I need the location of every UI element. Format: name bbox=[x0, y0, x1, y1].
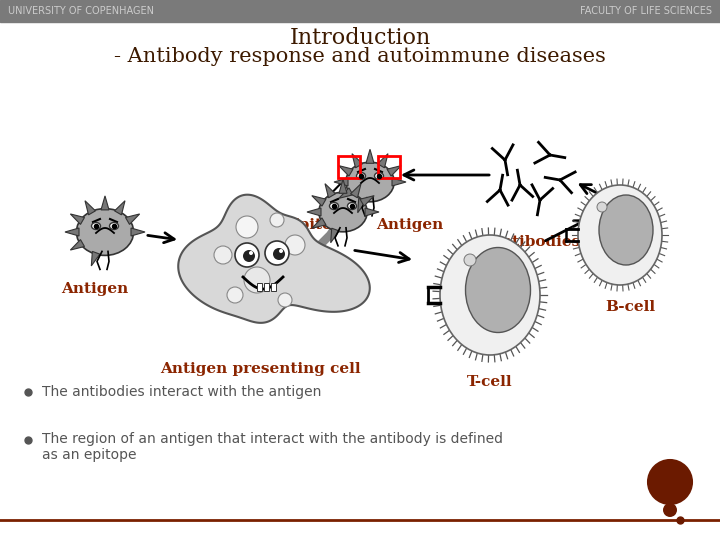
Ellipse shape bbox=[76, 208, 134, 255]
Text: Antigen: Antigen bbox=[61, 282, 129, 296]
Polygon shape bbox=[366, 149, 374, 163]
Polygon shape bbox=[101, 196, 109, 210]
Ellipse shape bbox=[578, 185, 662, 285]
Circle shape bbox=[285, 235, 305, 255]
Bar bbox=[378, 156, 400, 178]
Text: Epitope: Epitope bbox=[287, 218, 353, 232]
Ellipse shape bbox=[356, 172, 366, 179]
Circle shape bbox=[236, 216, 258, 238]
Ellipse shape bbox=[348, 202, 356, 210]
Text: The antibodies interact with the antigen: The antibodies interact with the antigen bbox=[42, 385, 321, 399]
Polygon shape bbox=[339, 188, 353, 198]
Bar bbox=[0, 0, 720, 22]
Polygon shape bbox=[125, 214, 140, 225]
Ellipse shape bbox=[319, 192, 367, 232]
Text: B-cell: B-cell bbox=[605, 300, 655, 314]
Circle shape bbox=[265, 241, 289, 265]
Polygon shape bbox=[352, 154, 362, 168]
Polygon shape bbox=[131, 228, 145, 236]
Ellipse shape bbox=[91, 222, 101, 230]
Polygon shape bbox=[339, 179, 347, 193]
Bar bbox=[338, 156, 360, 178]
Polygon shape bbox=[114, 201, 125, 215]
Bar bbox=[264, 283, 269, 291]
Circle shape bbox=[227, 287, 243, 303]
Polygon shape bbox=[365, 208, 379, 216]
Text: - Antibody response and autoimmune diseases: - Antibody response and autoimmune disea… bbox=[114, 46, 606, 65]
Polygon shape bbox=[339, 166, 353, 176]
Ellipse shape bbox=[330, 202, 338, 210]
Circle shape bbox=[278, 293, 292, 307]
Bar bbox=[271, 283, 276, 291]
Circle shape bbox=[663, 503, 677, 517]
Circle shape bbox=[279, 249, 283, 253]
Text: Antigen presenting cell: Antigen presenting cell bbox=[160, 362, 360, 376]
Circle shape bbox=[273, 248, 285, 260]
Circle shape bbox=[244, 267, 270, 293]
Polygon shape bbox=[85, 201, 96, 215]
Ellipse shape bbox=[440, 235, 540, 355]
Polygon shape bbox=[179, 195, 370, 323]
Bar bbox=[257, 283, 262, 291]
Text: FACULTY OF LIFE SCIENCES: FACULTY OF LIFE SCIENCES bbox=[580, 6, 712, 16]
Circle shape bbox=[597, 202, 607, 212]
Polygon shape bbox=[360, 195, 374, 206]
Polygon shape bbox=[65, 228, 79, 236]
Polygon shape bbox=[377, 154, 388, 168]
Polygon shape bbox=[334, 178, 348, 186]
Polygon shape bbox=[325, 184, 336, 198]
Polygon shape bbox=[387, 166, 401, 176]
Polygon shape bbox=[307, 208, 321, 216]
Polygon shape bbox=[71, 214, 84, 225]
Ellipse shape bbox=[374, 172, 384, 179]
Circle shape bbox=[270, 213, 284, 227]
Polygon shape bbox=[351, 184, 361, 198]
Polygon shape bbox=[91, 252, 100, 266]
Polygon shape bbox=[330, 228, 339, 242]
Circle shape bbox=[214, 246, 232, 264]
Circle shape bbox=[249, 251, 253, 255]
Text: T-cell: T-cell bbox=[467, 375, 513, 389]
Polygon shape bbox=[392, 178, 406, 186]
Ellipse shape bbox=[599, 195, 653, 265]
Polygon shape bbox=[312, 218, 326, 228]
Text: Antigen: Antigen bbox=[377, 218, 444, 232]
Text: The region of an antigen that interact with the antibody is defined
as an epitop: The region of an antigen that interact w… bbox=[42, 432, 503, 462]
Text: Antibodies: Antibodies bbox=[490, 235, 580, 249]
Ellipse shape bbox=[466, 247, 531, 333]
Circle shape bbox=[235, 243, 259, 267]
Ellipse shape bbox=[346, 162, 395, 202]
Text: UNIVERSITY OF COPENHAGEN: UNIVERSITY OF COPENHAGEN bbox=[8, 6, 154, 16]
Polygon shape bbox=[71, 240, 84, 250]
Ellipse shape bbox=[109, 222, 119, 230]
Circle shape bbox=[464, 254, 476, 266]
Polygon shape bbox=[358, 198, 366, 213]
Text: Introduction: Introduction bbox=[289, 27, 431, 49]
Circle shape bbox=[648, 460, 692, 504]
Polygon shape bbox=[312, 195, 326, 206]
Circle shape bbox=[243, 250, 255, 262]
